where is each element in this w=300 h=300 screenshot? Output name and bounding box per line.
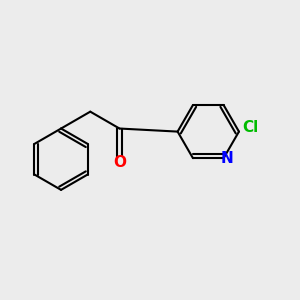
Text: O: O — [113, 155, 126, 170]
Text: N: N — [220, 151, 233, 166]
Text: Cl: Cl — [242, 120, 258, 135]
